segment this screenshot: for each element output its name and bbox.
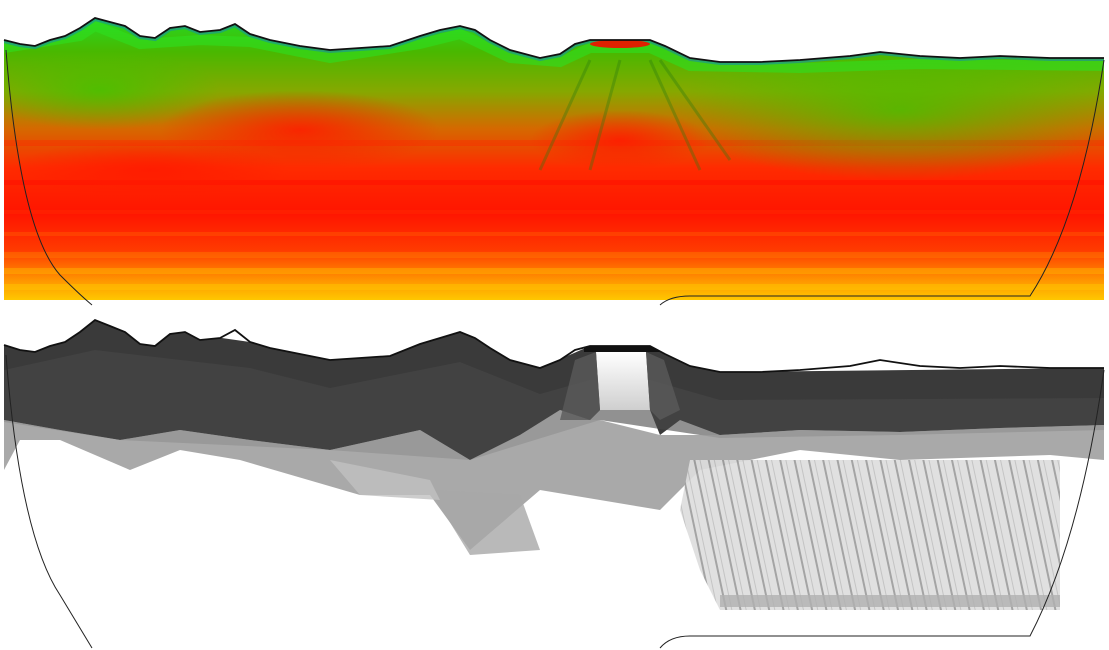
velocity-field [4,18,1104,300]
topography-line-lower [3,318,1104,373]
ray-coverage-panel [0,310,1109,650]
model-boundary-line-lower [5,354,1105,649]
coverage-field [4,320,1104,610]
ray-coverage [3,318,1105,649]
velocity-tomogram-panel [0,0,1109,310]
topography-line [3,17,1104,63]
velocity-tomogram [3,17,1105,306]
model-boundary-line [5,49,1105,306]
